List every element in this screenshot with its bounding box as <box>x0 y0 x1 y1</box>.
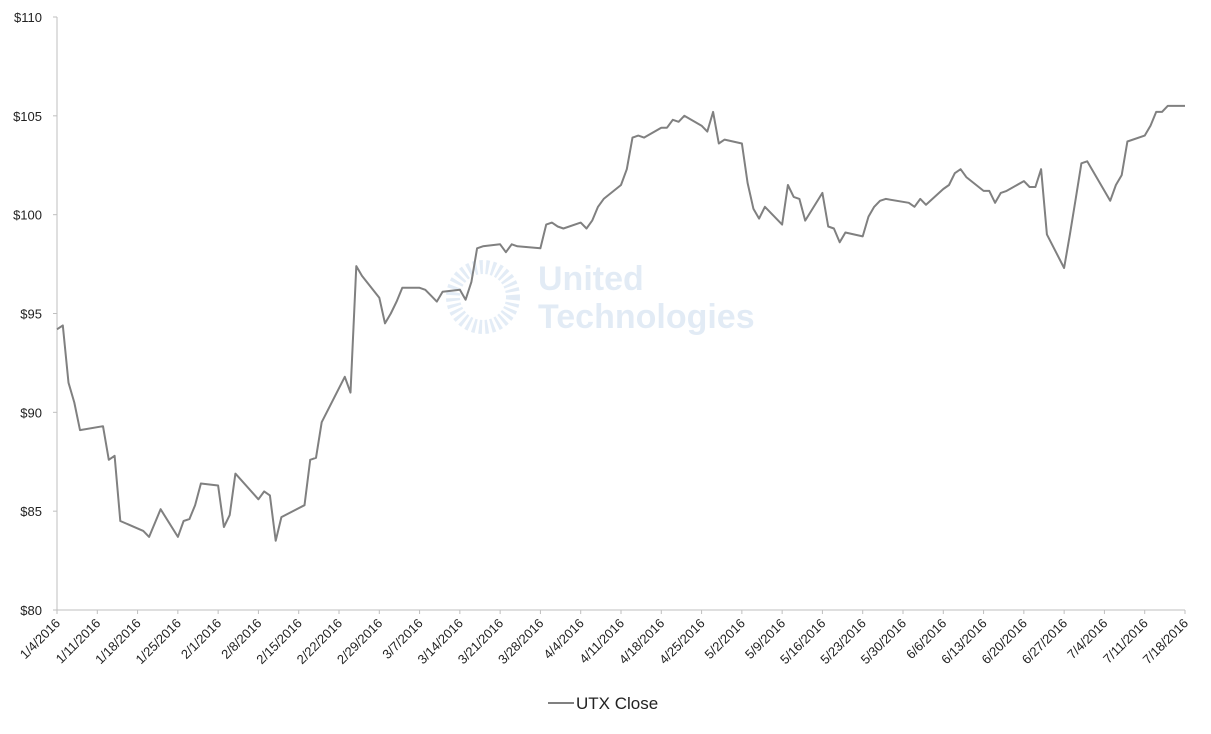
y-tick-label: $80 <box>20 603 42 618</box>
y-tick-label: $95 <box>20 307 42 322</box>
watermark-text: Technologies <box>538 298 755 336</box>
y-tick-label: $100 <box>13 208 42 223</box>
line <box>56 104 1185 542</box>
legend-label: UTX Close <box>576 694 658 713</box>
y-tick-label: $110 <box>14 10 42 25</box>
y-tick-label: $90 <box>20 405 42 420</box>
x-tick-label: 5/2/2016 <box>702 616 748 662</box>
watermark-logo <box>446 260 520 334</box>
watermark-text: United <box>538 260 644 298</box>
x-tick-label: 2/1/2016 <box>178 616 224 662</box>
y-tick-label: $85 <box>20 504 42 519</box>
y-tick-label: $105 <box>13 109 42 124</box>
watermark: United Technologies <box>446 260 755 336</box>
